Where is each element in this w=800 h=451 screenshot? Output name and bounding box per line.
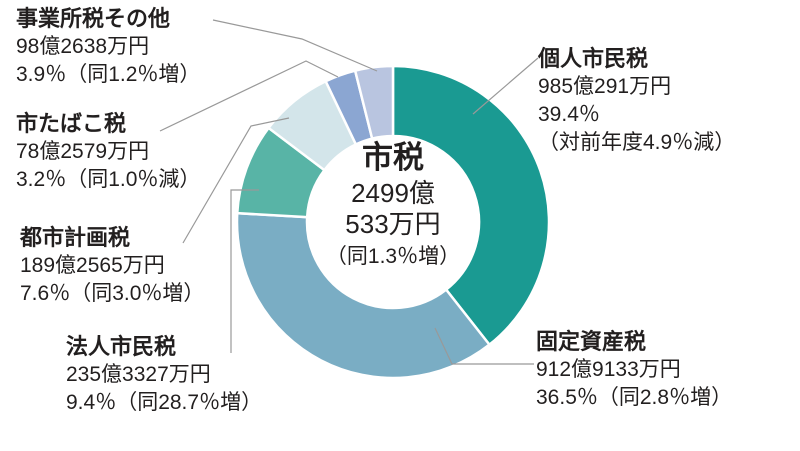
center-title: 市税 <box>361 140 424 175</box>
center-amount-2: 533万円 <box>345 209 441 239</box>
label-amount: 985億291万円 <box>538 75 672 98</box>
center-change: （同1.3％増） <box>325 245 461 268</box>
center-amount-1: 2499億 <box>351 178 435 208</box>
donut-segments <box>235 64 551 380</box>
label-title: 個人市民税 <box>538 46 649 71</box>
label-amount: 189億2565万円 <box>20 254 165 277</box>
label-amount: 78億2579万円 <box>16 140 150 163</box>
label-toshi-keikakuzei: 都市計画税 189億2565万円 7.6％（同3.0％増） <box>20 224 204 308</box>
leader-line-kojin-shiminzei <box>472 57 539 115</box>
chart-segment-kojin-shiminzei <box>391 64 551 347</box>
label-title: 事業所税その他 <box>16 6 171 31</box>
label-title: 市たばこ税 <box>16 111 127 136</box>
leader-line-kotei-shisanzei <box>434 327 534 365</box>
label-percent: 3.2％（同1.0％減） <box>16 168 201 191</box>
leader-line-jigyoshozei-sonota <box>212 19 378 72</box>
donut-center-label: 市税 2499億 533万円 （同1.3％増） <box>326 137 460 273</box>
label-percent: 7.6％（同3.0％増） <box>20 282 205 305</box>
label-percent: 36.5％（同2.8％増） <box>536 386 733 409</box>
leader-lines <box>159 19 539 365</box>
label-percent: 9.4％（同28.7％増） <box>66 391 263 414</box>
chart-segment-kotei-shisanzei <box>235 211 492 380</box>
label-amount: 912億9133万円 <box>536 358 681 381</box>
label-jigyoshozei-sonota: 事業所税その他 98億2638万円 3.9％（同1.2％増） <box>16 5 200 89</box>
label-title: 固定資産税 <box>536 329 647 354</box>
label-percent: 39.4％ <box>538 103 600 126</box>
label-kotei-shisanzei: 固定資産税 912億9133万円 36.5％（同2.8％増） <box>536 328 732 412</box>
label-percent: 3.9％（同1.2％増） <box>16 63 201 86</box>
label-title: 法人市民税 <box>66 334 177 359</box>
label-amount: 235億3327万円 <box>66 363 211 386</box>
leader-line-hojin-shiminzei <box>230 189 259 353</box>
leader-line-shi-tabakozei <box>159 60 339 132</box>
label-title: 都市計画税 <box>20 225 131 250</box>
label-hojin-shiminzei: 法人市民税 235億3327万円 9.4％（同28.7％増） <box>66 333 262 417</box>
label-change-note: （対前年度4.9％減） <box>538 131 736 154</box>
label-shi-tabakozei: 市たばこ税 78億2579万円 3.2％（同1.0％減） <box>16 110 200 194</box>
label-kojin-shiminzei: 個人市民税 985億291万円 39.4％ （対前年度4.9％減） <box>538 45 735 157</box>
leader-line-toshi-keikakuzei <box>182 117 290 244</box>
label-amount: 98億2638万円 <box>16 35 150 58</box>
chart-segment-jigyoshozei-sonota <box>353 64 395 141</box>
